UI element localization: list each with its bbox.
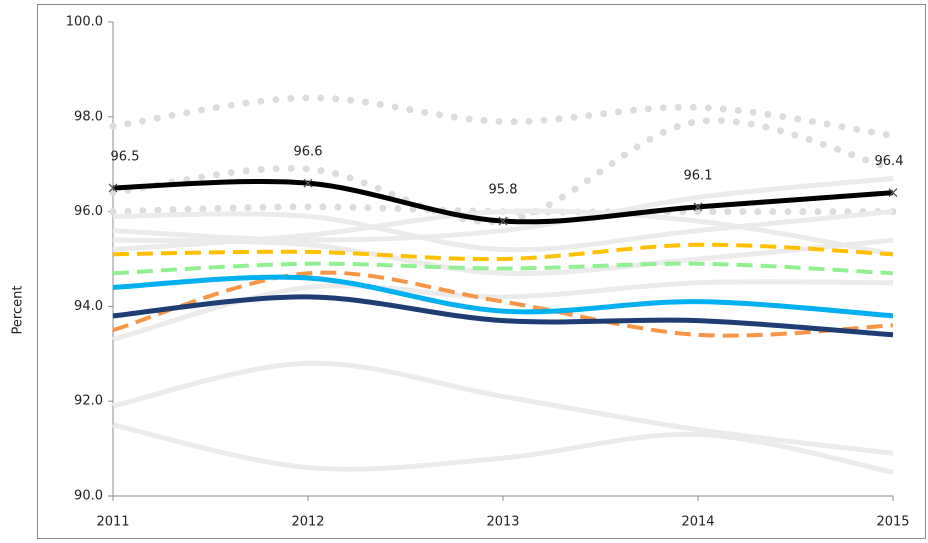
chart-frame (37, 4, 926, 539)
value-label: 96.4 (875, 154, 904, 169)
series-line (109, 117, 897, 226)
x-tick-label: 2011 (96, 515, 129, 530)
y-tick-label: 90.0 (74, 489, 103, 504)
y-tick-label: 96.0 (74, 204, 103, 219)
series-line (112, 270, 894, 338)
series-line (112, 274, 894, 319)
value-label: 96.1 (684, 168, 713, 183)
point-marker (693, 202, 703, 212)
point-marker (303, 178, 313, 188)
y-tick-label: 94.0 (74, 299, 103, 314)
y-tick-label: 98.0 (74, 109, 103, 124)
value-label: 96.6 (294, 145, 323, 160)
point-marker (498, 216, 508, 226)
point-marker (108, 183, 118, 193)
series-line (112, 360, 894, 456)
x-tick-label: 2015 (876, 515, 909, 530)
series-line (112, 209, 894, 253)
series-line (112, 422, 894, 475)
series-line (112, 261, 894, 276)
series-line (112, 294, 894, 338)
x-tick-label: 2012 (291, 515, 324, 530)
y-tick-label: 92.0 (74, 394, 103, 409)
y-axis-label: Percent (11, 286, 26, 335)
value-label: 96.5 (111, 149, 140, 164)
point-marker (888, 188, 898, 198)
x-tick-label: 2013 (486, 515, 519, 530)
series-line (109, 94, 897, 140)
series-line (112, 242, 894, 262)
x-tick-label: 2014 (681, 515, 714, 530)
y-tick-label: 100.0 (66, 15, 103, 30)
series-line (112, 208, 894, 257)
value-label: 95.8 (489, 183, 518, 198)
